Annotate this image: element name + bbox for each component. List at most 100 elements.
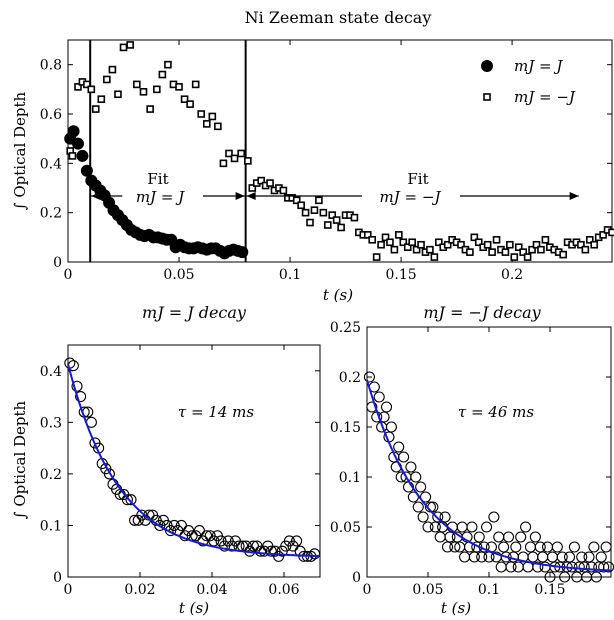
data-point [422, 521, 434, 533]
data-point-mj-minus [390, 245, 399, 254]
data-point [75, 391, 87, 403]
x-tick-label: 0.05 [163, 267, 194, 283]
br-x-label: t (s) [441, 599, 471, 617]
data-point [502, 531, 515, 543]
x-tick-label: 0.1 [279, 267, 301, 283]
data-point-mj-minus [417, 240, 425, 249]
data-point-mj-minus [577, 240, 585, 249]
data-point-mj-plus [236, 246, 249, 259]
top-x-label: t (s) [323, 286, 353, 304]
fit-annotation-plus: Fit mJ = J [136, 170, 185, 206]
data-point-mj-minus [219, 159, 228, 168]
data-point-mj-minus [399, 238, 408, 247]
y-tick-label: 0.05 [330, 520, 361, 536]
data-point [64, 357, 76, 369]
series-mj-plus [64, 125, 249, 260]
data-point [255, 545, 267, 557]
data-point [441, 541, 454, 553]
data-point-mj-minus [114, 90, 122, 99]
data-point [542, 541, 554, 553]
data-point [534, 541, 546, 553]
data-point-mj-minus [599, 231, 607, 239]
data-point-mj-minus [435, 238, 443, 247]
data-point [393, 441, 405, 453]
x-tick-label: 0.06 [268, 582, 299, 598]
bl-tau-annotation: τ = 14 ms [178, 403, 254, 421]
data-point [417, 511, 429, 523]
data-point-mj-minus [426, 245, 434, 254]
data-point-mj-minus [532, 240, 541, 249]
data-point-mj-minus [590, 240, 599, 249]
x-tick-label: 0 [363, 582, 372, 598]
data-point [193, 525, 205, 537]
y-tick-label: 0.8 [40, 58, 62, 74]
top-chart-title: Ni Zeeman state decay [245, 8, 432, 27]
data-point-mj-minus [328, 211, 337, 219]
data-point [473, 531, 485, 543]
x-tick-label: 0.2 [501, 267, 523, 283]
arrow-head [235, 192, 245, 200]
data-point-mj-minus [585, 236, 594, 244]
arrow-head [246, 192, 256, 200]
y-tick-label: 0.1 [40, 518, 62, 534]
bl-chart-title: mJ = J decay [142, 303, 247, 322]
data-point-mj-minus [337, 223, 345, 232]
data-point-mj-minus [350, 213, 359, 222]
data-point [439, 511, 451, 523]
y-tick-label: 0 [53, 570, 62, 586]
y-tick-label: 0.4 [40, 156, 62, 172]
fit-math-plus: mJ = J [136, 188, 185, 206]
fit-arrows [91, 192, 579, 200]
data-point-mj-minus [408, 238, 416, 247]
data-point-mj-minus [474, 238, 483, 247]
legend-marker-mj-minus [483, 93, 491, 101]
data-point-mj-minus [528, 245, 536, 254]
data-point-mj-minus [372, 253, 381, 261]
fit-label-plus: Fit [147, 170, 168, 188]
y-tick-label: 0.1 [339, 470, 361, 486]
data-point [121, 494, 133, 506]
data-point-mj-plus [76, 149, 89, 162]
y-tick-label: 0.6 [40, 107, 62, 123]
x-tick-label: 0.04 [196, 582, 227, 598]
x-tick-label: 0 [64, 582, 73, 598]
data-point [578, 561, 590, 573]
data-point [444, 531, 456, 543]
y-tick-label: 0.2 [40, 467, 62, 483]
data-point [556, 551, 568, 563]
data-point-mj-minus [237, 149, 245, 158]
legend-label-mj-plus: mJ = J [514, 57, 563, 75]
data-point [600, 541, 612, 553]
data-point-mj-minus [87, 85, 96, 94]
data-point-mj-minus [139, 88, 148, 96]
data-point-mj-minus [381, 233, 390, 242]
data-point-mj-minus [501, 248, 510, 256]
data-point [398, 451, 410, 463]
data-point [481, 521, 493, 533]
data-point [385, 421, 397, 433]
data-point [363, 371, 375, 383]
data-point [459, 551, 471, 563]
data-point-mj-minus [403, 243, 412, 251]
data-point-mj-minus [301, 208, 310, 217]
data-point [291, 535, 303, 547]
data-point-mj-plus [71, 137, 84, 150]
legend: mJ = J mJ = −J [481, 57, 576, 106]
y-tick-label: 0.2 [339, 370, 361, 386]
data-point-mj-minus [608, 228, 614, 237]
data-point-mj-minus [443, 240, 452, 249]
data-point-mj-minus [523, 253, 532, 261]
data-point [476, 551, 488, 563]
data-point [309, 548, 321, 560]
data-point-mj-minus [363, 231, 372, 239]
data-point-mj-minus [108, 65, 117, 74]
data-point-mj-minus [74, 83, 82, 91]
data-point [103, 468, 115, 480]
bottom-left-chart: mJ = J decay 0 0.02 0.04 0.0600.10.20.30.4 … [11, 303, 321, 617]
series-mj-minus [66, 41, 614, 261]
data-point-mj-minus [91, 105, 100, 113]
data-point-mj-minus [466, 248, 474, 256]
data-point [546, 551, 558, 563]
top-y-label: ∫ Optical Depth [11, 91, 29, 210]
